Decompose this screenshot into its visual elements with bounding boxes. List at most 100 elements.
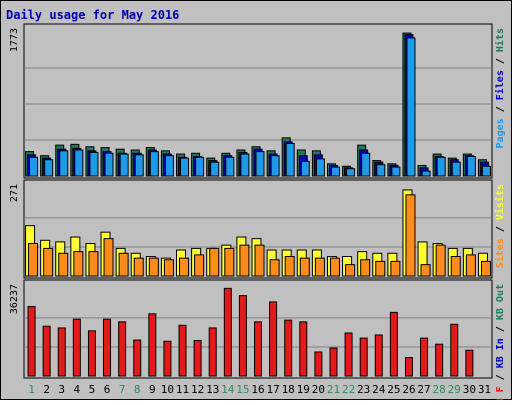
legend-part-top-1: / [495,100,506,118]
max-label-bottom: 36237 [9,284,20,314]
bar-kb-f-day-6 [103,318,112,377]
day-label-30: 30 [463,383,476,396]
bar-sites-day-12 [194,254,205,277]
bar-kb-f-day-5 [87,330,96,377]
bar-pages-day-10 [164,155,174,177]
bar-kb-f-day-18 [284,319,293,377]
bar-sites-day-10 [163,259,174,277]
bar-sites-day-27 [420,264,431,277]
day-label-3: 3 [58,383,65,396]
day-label-24: 24 [372,383,386,396]
legend-part-top-4: Hits [494,28,506,52]
bar-kb-f-day-2 [42,325,51,377]
bar-sites-day-25 [390,260,401,277]
bar-kb-f-day-24 [374,334,383,377]
bar-sites-day-28 [435,244,446,277]
bar-kb-f-day-4 [72,318,81,377]
bar-pages-day-14 [225,156,235,177]
day-label-12: 12 [191,383,204,396]
legend-part-middle-0: Sites [494,238,506,268]
legend-part-top-2: Files [494,70,506,100]
bar-kb-f-day-30 [465,349,474,377]
bar-sites-day-5 [88,251,99,277]
bar-kb-f-day-15 [238,295,247,377]
bar-sites-day-7 [118,252,129,277]
bar-sites-day-15 [239,244,250,277]
bar-kb-f-day-17 [269,301,278,377]
bar-pages-day-23 [361,152,371,177]
bar-pages-day-11 [180,157,190,177]
day-label-14: 14 [221,383,235,396]
bar-sites-day-4 [73,251,84,277]
bar-pages-day-15 [240,153,250,177]
bar-pages-day-4 [74,149,84,177]
chart-title: Daily usage for May 2016 [6,8,179,22]
bar-pages-day-29 [451,161,461,177]
day-label-13: 13 [206,383,219,396]
bar-pages-day-13 [210,161,220,177]
bar-sites-day-21 [329,257,340,277]
bar-pages-day-28 [436,156,446,177]
legend-part-bottom-1: / [495,368,506,386]
day-label-16: 16 [251,383,264,396]
bar-pages-day-25 [391,166,401,177]
bar-pages-day-3 [59,150,69,177]
day-label-27: 27 [417,383,430,396]
bar-kb-f-day-7 [118,321,127,377]
bar-kb-f-day-26 [404,357,413,377]
max-label-top: 1773 [9,28,20,52]
day-label-2: 2 [43,383,50,396]
bar-kb-f-day-1 [27,306,36,377]
bar-sites-day-19 [299,257,310,277]
bar-sites-day-18 [284,256,295,277]
legend-label-middle: Sites / Visits [494,184,506,268]
day-label-19: 19 [297,383,310,396]
legend-part-middle-2: Visits [494,184,506,220]
day-label-5: 5 [89,383,96,396]
day-label-25: 25 [387,383,400,396]
day-label-15: 15 [236,383,249,396]
day-label-9: 9 [149,383,156,396]
legend-part-bottom-0: KB F [495,386,506,400]
bar-pages-day-6 [104,152,114,177]
bar-sites-day-20 [314,257,325,277]
bar-sites-day-3 [58,252,69,277]
bar-sites-day-23 [360,259,371,277]
legend-part-middle-1: / [495,220,506,238]
bar-pages-day-17 [270,155,280,177]
day-label-20: 20 [312,383,325,396]
day-label-8: 8 [134,383,141,396]
day-label-28: 28 [433,383,446,396]
bar-kb-f-day-23 [359,337,368,377]
bar-sites-day-1 [28,243,39,277]
legend-part-bottom-3: / [495,320,506,338]
bar-pages-day-19 [300,160,310,177]
bar-pages-day-20 [315,158,325,177]
bar-sites-day-29 [450,256,461,277]
bar-kb-f-day-27 [420,337,429,377]
legend-part-top-0: Pages [495,118,506,148]
bar-kb-f-day-10 [163,340,172,377]
bar-pages-day-1 [29,156,39,177]
bar-pages-day-26 [406,37,416,177]
bar-kb-f-day-20 [314,351,323,377]
bar-pages-day-27 [421,170,431,177]
bar-sites-day-17 [269,259,280,277]
day-label-11: 11 [176,383,189,396]
day-label-23: 23 [357,383,370,396]
bar-pages-day-16 [255,151,265,177]
bar-kb-f-day-16 [254,321,262,377]
bar-kb-f-day-9 [148,313,157,377]
bar-pages-day-24 [376,164,386,177]
bar-sites-day-14 [224,247,235,277]
bar-pages-day-7 [119,153,129,177]
day-label-1: 1 [28,383,35,396]
bar-pages-day-30 [466,156,476,177]
bar-sites-day-24 [375,260,386,277]
bar-kb-f-day-22 [344,332,353,377]
bar-kb-f-day-25 [389,311,398,377]
bar-sites-day-6 [103,238,114,277]
bar-kb-f-day-8 [133,339,142,377]
bar-pages-day-8 [134,154,144,177]
